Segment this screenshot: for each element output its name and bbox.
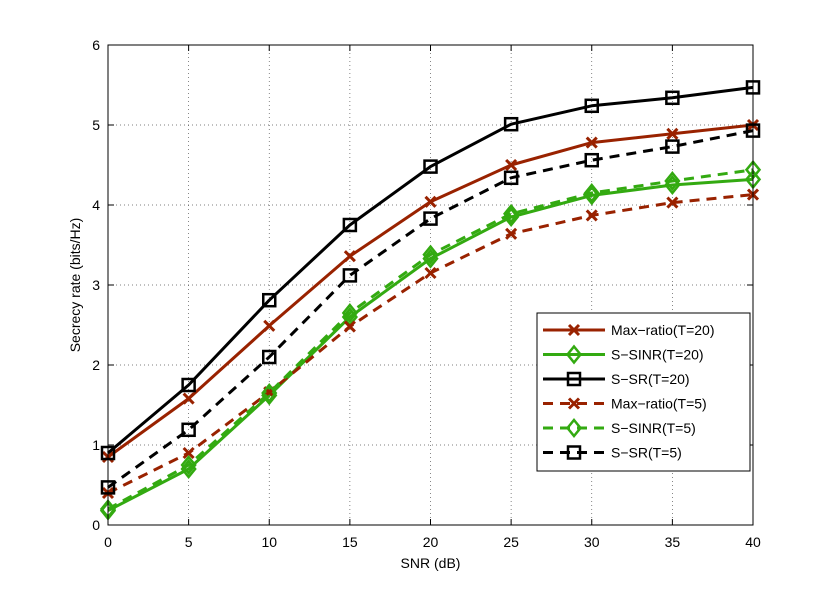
data-point-stroke (585, 136, 598, 149)
legend-label: Max−ratio(T=20) (611, 322, 714, 338)
data-point (263, 319, 276, 332)
data-point (182, 446, 195, 460)
x-tick-label: 5 (185, 534, 193, 550)
data-point (423, 211, 438, 226)
data-point-stroke (182, 446, 195, 460)
legend-box (536, 312, 751, 472)
x-tick-label: 40 (745, 534, 761, 550)
y-tick-label: 0 (92, 517, 100, 533)
legend-swatch-marker (566, 371, 582, 387)
data-point (342, 268, 358, 283)
data-point (261, 385, 278, 406)
legend-swatch-marker (566, 445, 582, 460)
series-line (107, 177, 754, 512)
series-layer (99, 80, 762, 521)
x-axis-title: SNR (dB) (401, 555, 461, 571)
data-point-stroke (505, 227, 518, 240)
data-point-stroke (263, 319, 276, 332)
series-line (107, 168, 754, 511)
x-tick-label: 15 (342, 534, 358, 550)
legend-entry: Max−ratio(T=20) (543, 322, 714, 338)
data-point (422, 244, 439, 265)
data-point-stroke (585, 209, 598, 222)
data-point (584, 152, 599, 168)
data-point (505, 227, 518, 240)
legend-swatch-marker (567, 397, 581, 410)
data-point (503, 116, 519, 132)
data-point (584, 98, 599, 114)
legend: Max−ratio(T=20) S−SINR(T=20) S−SR(T=20) Max… (536, 312, 751, 472)
y-tick-label: 5 (92, 117, 100, 133)
legend-entry: Max−ratio(T=5) (543, 396, 707, 412)
y-tick-label: 2 (92, 357, 100, 373)
legend-entry: S−SR(T=20) (543, 371, 690, 387)
y-tick-label: 4 (92, 197, 100, 213)
y-tick-label: 6 (92, 37, 100, 53)
y-axis-title: Secrecy rate (bits/Hz) (67, 218, 83, 353)
data-point (583, 183, 600, 203)
data-point (262, 292, 277, 308)
data-point (585, 209, 598, 222)
y-tick-label: 1 (92, 437, 100, 453)
legend-swatch-marker-stroke (567, 397, 581, 410)
legend-entry: S−SINR(T=20) (543, 344, 704, 365)
x-tick-label: 10 (261, 534, 277, 550)
data-point (180, 455, 197, 475)
series-line (107, 85, 754, 455)
legend-swatch-marker (565, 344, 583, 365)
data-point (343, 250, 356, 263)
data-point-stroke (505, 158, 518, 172)
legend-label: S−SR(T=5) (611, 445, 682, 461)
data-point (181, 422, 196, 438)
x-tick-label: 0 (104, 534, 112, 550)
x-tick-label: 30 (584, 534, 600, 550)
data-point (585, 136, 598, 149)
x-tick-label: 20 (423, 534, 439, 550)
data-point (424, 266, 437, 280)
x-tick-label: 25 (503, 534, 519, 550)
data-point (503, 170, 519, 186)
legend-swatch-marker (565, 418, 583, 438)
data-point-stroke (666, 127, 679, 140)
data-point (342, 217, 358, 233)
data-point (181, 377, 196, 393)
axes: 0 5 10 15 20 25 30 35 40 0 1 2 3 4 5 6 (92, 37, 761, 550)
data-point (666, 196, 679, 209)
legend-swatch-marker (567, 323, 581, 337)
data-point (503, 203, 520, 224)
legend-swatch-marker-stroke (567, 323, 581, 337)
data-point (343, 320, 356, 333)
legend-label: Max−ratio(T=5) (611, 396, 707, 412)
legend-entry: S−SR(T=5) (543, 445, 682, 461)
data-point-stroke (182, 392, 195, 405)
data-point-stroke (343, 250, 356, 263)
data-point (182, 392, 195, 405)
data-point (262, 349, 277, 365)
data-point (424, 195, 437, 208)
data-point (341, 303, 358, 323)
data-point (665, 139, 680, 154)
x-tick-label: 35 (665, 534, 681, 550)
y-tick-label: 3 (92, 277, 100, 293)
data-point-stroke (424, 266, 437, 280)
data-point (664, 171, 681, 191)
data-point (505, 158, 518, 172)
legend-label: S−SR(T=20) (611, 371, 690, 387)
legend-label: S−SINR(T=5) (611, 420, 696, 436)
data-point-stroke (424, 195, 437, 208)
series-line (107, 129, 754, 489)
data-point-stroke (343, 320, 356, 333)
data-point (423, 159, 438, 174)
data-point-stroke (666, 196, 679, 209)
data-point (261, 383, 278, 403)
data-point (665, 90, 680, 106)
data-point (666, 127, 679, 140)
legend-entry: S−SINR(T=5) (543, 418, 696, 438)
legend-label: S−SINR(T=20) (611, 347, 704, 363)
